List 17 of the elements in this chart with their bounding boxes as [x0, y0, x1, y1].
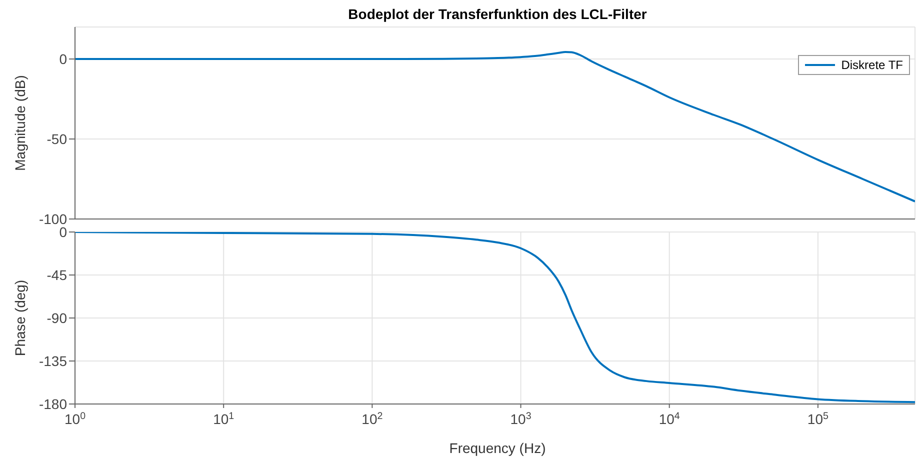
- y-tick-label: -50: [46, 130, 68, 147]
- x-axis-title: Frequency (Hz): [448, 440, 547, 456]
- x-tick-label: 10$^{0}$: [64, 410, 86, 427]
- y-tick-label: -135: [38, 352, 68, 369]
- y-tick-label: 0: [59, 50, 68, 67]
- legend-label: Diskrete TF: [841, 58, 903, 72]
- chart-title: Bodeplot der Transferfunktion des LCL-Filter: [347, 6, 648, 22]
- y-tick-label: -45: [46, 266, 68, 283]
- x-tick-label: 10$^{4}$: [658, 410, 680, 427]
- y-tick-label: -180: [38, 396, 68, 412]
- y-axis-title: Magnitude (dB): [12, 75, 28, 171]
- x-tick-label: 10$^{3}$: [510, 410, 532, 427]
- x-tick-label: 10$^{2}$: [362, 410, 383, 427]
- y-axis-title: Phase (deg): [12, 280, 28, 356]
- x-tick-label: 10$^{5}$: [807, 410, 830, 427]
- y-tick-label: -90: [46, 310, 68, 326]
- x-tick-label: 10$^{1}$: [213, 410, 234, 427]
